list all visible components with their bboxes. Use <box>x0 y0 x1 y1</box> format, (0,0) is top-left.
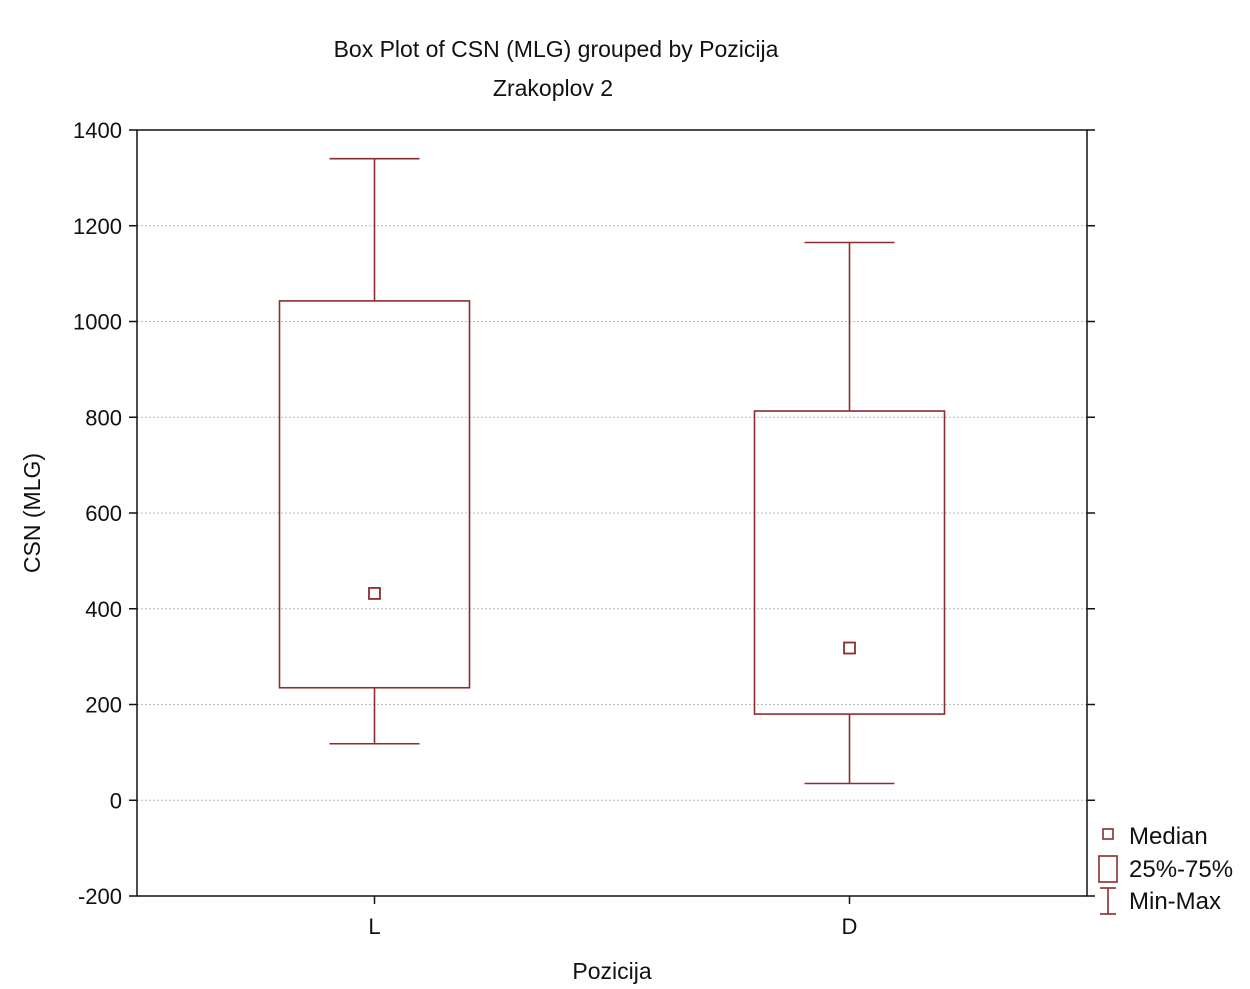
y-tick-label: 800 <box>85 405 122 430</box>
legend-median-symbol <box>1102 828 1114 840</box>
legend-label: Median <box>1129 823 1208 850</box>
box-L <box>278 157 471 745</box>
x-tick-label: L <box>368 914 380 939</box>
legend-item-whisker: Min-Max <box>1100 887 1221 915</box>
median-marker <box>368 587 381 600</box>
x-axis-label: Pozicija <box>572 958 651 984</box>
y-axis: -200 0 200 400 600 800 1000 1200 1400 <box>73 118 1095 909</box>
box-D <box>753 241 946 785</box>
x-tick-label: D <box>842 914 858 939</box>
y-tick-label: 200 <box>85 693 122 718</box>
y-tick-label: -200 <box>78 884 122 909</box>
legend: Median 25%-75% Min-Max <box>1098 823 1233 915</box>
median-marker <box>843 641 856 655</box>
y-tick-label: 600 <box>85 501 122 526</box>
chart-title: Box Plot of CSN (MLG) grouped by Pozicij… <box>334 36 779 62</box>
iqr-box <box>753 410 946 715</box>
legend-item-box: 25%-75% <box>1098 855 1233 883</box>
legend-label: 25%-75% <box>1129 856 1233 883</box>
y-axis-label: CSN (MLG) <box>19 453 45 573</box>
y-tick-label: 1400 <box>73 118 122 143</box>
y-tick-label: 1000 <box>73 310 122 335</box>
boxes-layer <box>278 157 946 785</box>
y-tick-label: 400 <box>85 597 122 622</box>
chart-subtitle: Zrakoplov 2 <box>493 75 613 101</box>
y-tick-label: 1200 <box>73 214 122 239</box>
y-tick-label: 0 <box>110 788 122 813</box>
legend-item-median: Median <box>1102 823 1208 850</box>
iqr-box <box>278 300 471 689</box>
legend-label: Min-Max <box>1129 888 1221 915</box>
legend-box-symbol <box>1098 855 1118 883</box>
